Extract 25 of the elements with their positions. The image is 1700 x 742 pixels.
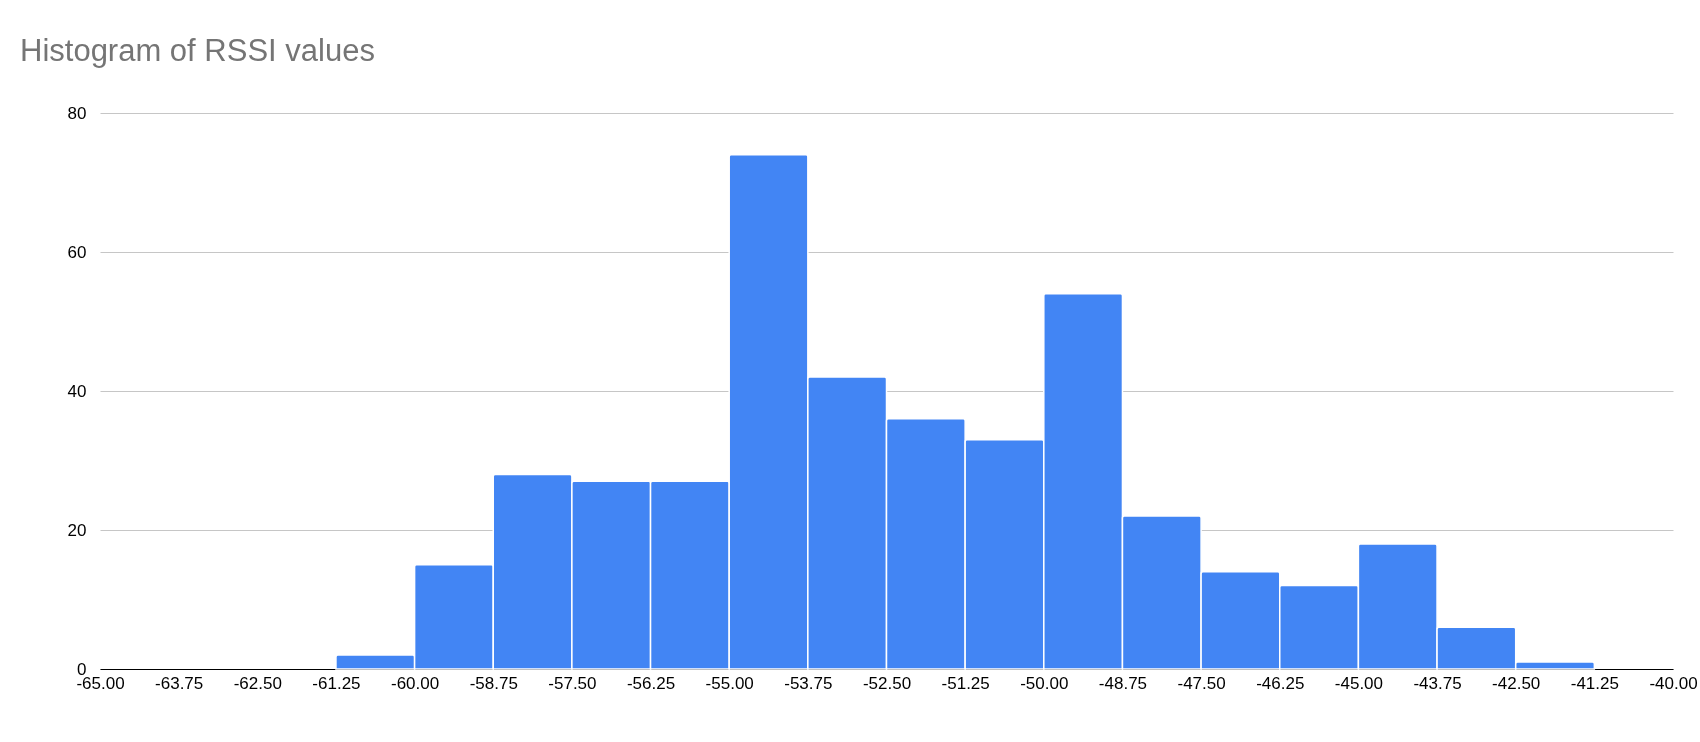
x-tick-label: -42.50: [1492, 673, 1541, 693]
x-tick-label: -51.25: [941, 673, 990, 693]
y-tick-label: 80: [67, 103, 87, 123]
y-tick-label: 60: [67, 242, 87, 262]
x-tick-label: -57.50: [548, 673, 597, 693]
x-tick-label: -43.75: [1413, 673, 1462, 693]
x-tick-label: -52.50: [862, 673, 912, 693]
x-tick-label: -62.50: [233, 673, 282, 693]
x-tick-label: -46.25: [1256, 673, 1305, 693]
x-tick-label: -61.25: [312, 673, 361, 693]
x-tick-label: -50.00: [1020, 673, 1069, 693]
x-tick-label: -41.25: [1570, 673, 1619, 693]
x-tick-label: -56.25: [626, 673, 676, 693]
y-tick-label: 20: [67, 520, 87, 540]
x-tick-label: -45.00: [1334, 673, 1383, 693]
x-tick-label: -53.75: [784, 673, 833, 693]
x-tick-label: -40.00: [1649, 673, 1698, 693]
chart-title: Histogram of RSSI values: [20, 33, 375, 68]
x-tick-label: -48.75: [1098, 673, 1148, 693]
x-tick-label: -58.75: [469, 673, 518, 693]
x-tick-label: -55.00: [705, 673, 754, 693]
x-tick-label: -63.75: [155, 673, 204, 693]
x-tick-label: -47.50: [1177, 673, 1226, 693]
x-tick-label: -60.00: [391, 673, 440, 693]
y-tick-label: 40: [67, 381, 87, 401]
